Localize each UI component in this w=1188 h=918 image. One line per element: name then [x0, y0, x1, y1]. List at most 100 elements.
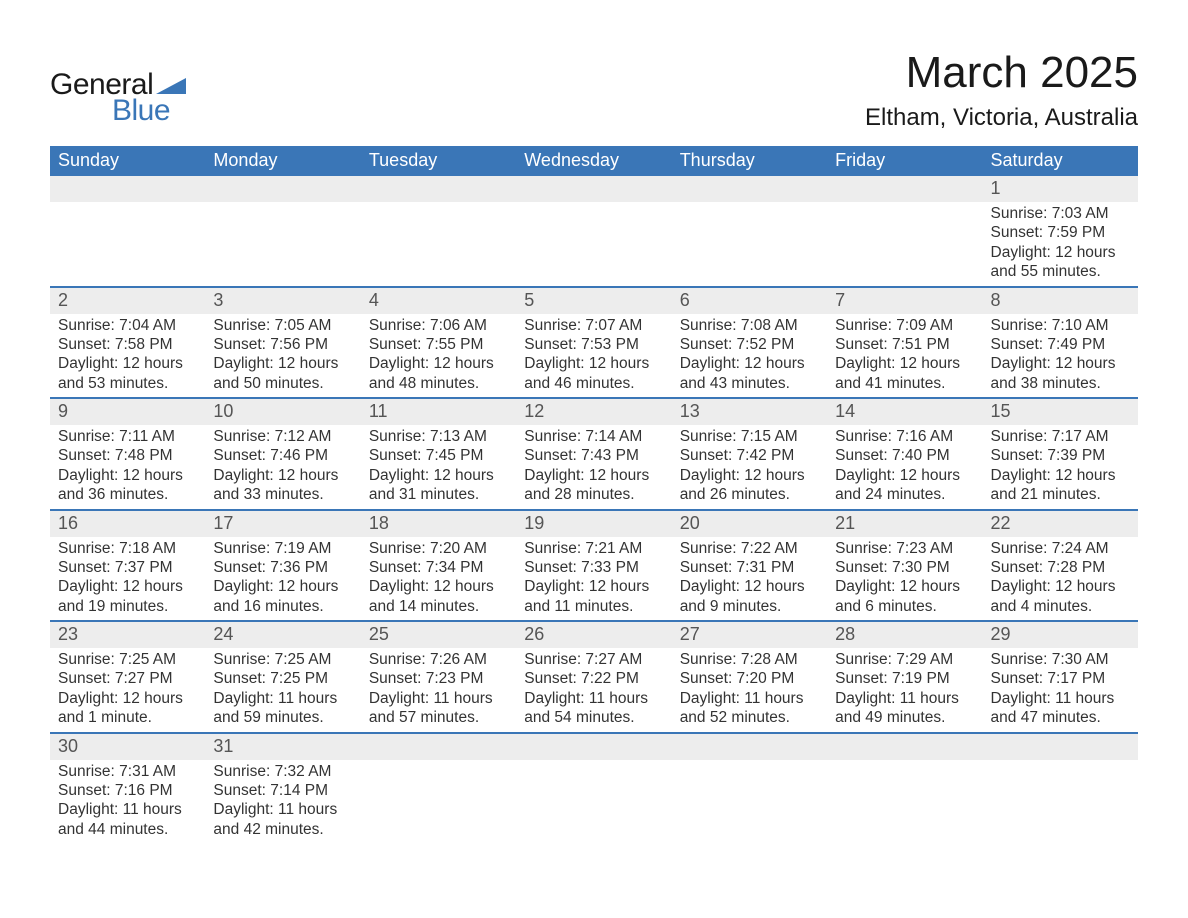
calendar-week-row: 2Sunrise: 7:04 AMSunset: 7:58 PMDaylight… — [50, 287, 1138, 399]
day-number — [516, 176, 671, 202]
calendar-day-cell — [672, 176, 827, 287]
day-number: 8 — [983, 288, 1138, 314]
calendar-day-cell: 4Sunrise: 7:06 AMSunset: 7:55 PMDaylight… — [361, 287, 516, 399]
sunset-text: Sunset: 7:22 PM — [524, 669, 663, 688]
sunset-text: Sunset: 7:25 PM — [213, 669, 352, 688]
day-body: Sunrise: 7:25 AMSunset: 7:27 PMDaylight:… — [50, 648, 205, 732]
day-body: Sunrise: 7:07 AMSunset: 7:53 PMDaylight:… — [516, 314, 671, 398]
day-number: 30 — [50, 734, 205, 760]
calendar-day-cell: 30Sunrise: 7:31 AMSunset: 7:16 PMDayligh… — [50, 733, 205, 844]
sunrise-text: Sunrise: 7:29 AM — [835, 650, 974, 669]
sunrise-text: Sunrise: 7:30 AM — [991, 650, 1130, 669]
day-body: Sunrise: 7:06 AMSunset: 7:55 PMDaylight:… — [361, 314, 516, 398]
day-body: Sunrise: 7:05 AMSunset: 7:56 PMDaylight:… — [205, 314, 360, 398]
day-number: 13 — [672, 399, 827, 425]
daylight-text: Daylight: 12 hours and 28 minutes. — [524, 466, 663, 505]
calendar-day-cell: 3Sunrise: 7:05 AMSunset: 7:56 PMDaylight… — [205, 287, 360, 399]
calendar-day-cell — [516, 733, 671, 844]
daylight-text: Daylight: 12 hours and 21 minutes. — [991, 466, 1130, 505]
sunset-text: Sunset: 7:39 PM — [991, 446, 1130, 465]
day-number: 21 — [827, 511, 982, 537]
day-body — [983, 760, 1138, 766]
page-title: March 2025 — [865, 48, 1138, 98]
sunrise-text: Sunrise: 7:19 AM — [213, 539, 352, 558]
day-body — [361, 760, 516, 766]
daylight-text: Daylight: 11 hours and 44 minutes. — [58, 800, 197, 839]
sunrise-text: Sunrise: 7:16 AM — [835, 427, 974, 446]
sunset-text: Sunset: 7:40 PM — [835, 446, 974, 465]
day-body — [672, 202, 827, 208]
sunrise-text: Sunrise: 7:32 AM — [213, 762, 352, 781]
sunset-text: Sunset: 7:33 PM — [524, 558, 663, 577]
day-body — [827, 202, 982, 208]
sunset-text: Sunset: 7:36 PM — [213, 558, 352, 577]
day-number: 10 — [205, 399, 360, 425]
day-body: Sunrise: 7:03 AMSunset: 7:59 PMDaylight:… — [983, 202, 1138, 286]
day-body: Sunrise: 7:13 AMSunset: 7:45 PMDaylight:… — [361, 425, 516, 509]
logo-triangle-icon — [156, 78, 186, 94]
sunset-text: Sunset: 7:31 PM — [680, 558, 819, 577]
sunrise-text: Sunrise: 7:10 AM — [991, 316, 1130, 335]
calendar-day-cell: 8Sunrise: 7:10 AMSunset: 7:49 PMDaylight… — [983, 287, 1138, 399]
sunrise-text: Sunrise: 7:22 AM — [680, 539, 819, 558]
day-body: Sunrise: 7:04 AMSunset: 7:58 PMDaylight:… — [50, 314, 205, 398]
sunset-text: Sunset: 7:52 PM — [680, 335, 819, 354]
sunrise-text: Sunrise: 7:13 AM — [369, 427, 508, 446]
calendar-day-cell — [827, 733, 982, 844]
calendar-day-cell: 14Sunrise: 7:16 AMSunset: 7:40 PMDayligh… — [827, 398, 982, 510]
daylight-text: Daylight: 11 hours and 49 minutes. — [835, 689, 974, 728]
calendar-week-row: 9Sunrise: 7:11 AMSunset: 7:48 PMDaylight… — [50, 398, 1138, 510]
day-number: 2 — [50, 288, 205, 314]
day-body — [361, 202, 516, 208]
daylight-text: Daylight: 12 hours and 43 minutes. — [680, 354, 819, 393]
calendar-day-cell: 27Sunrise: 7:28 AMSunset: 7:20 PMDayligh… — [672, 621, 827, 733]
sunrise-text: Sunrise: 7:24 AM — [991, 539, 1130, 558]
day-body: Sunrise: 7:25 AMSunset: 7:25 PMDaylight:… — [205, 648, 360, 732]
calendar-day-cell: 16Sunrise: 7:18 AMSunset: 7:37 PMDayligh… — [50, 510, 205, 622]
day-body: Sunrise: 7:16 AMSunset: 7:40 PMDaylight:… — [827, 425, 982, 509]
calendar-day-cell: 20Sunrise: 7:22 AMSunset: 7:31 PMDayligh… — [672, 510, 827, 622]
sunrise-text: Sunrise: 7:31 AM — [58, 762, 197, 781]
weekday-header-row: Sunday Monday Tuesday Wednesday Thursday… — [50, 146, 1138, 176]
day-number: 23 — [50, 622, 205, 648]
sunrise-text: Sunrise: 7:11 AM — [58, 427, 197, 446]
daylight-text: Daylight: 11 hours and 47 minutes. — [991, 689, 1130, 728]
day-number: 24 — [205, 622, 360, 648]
daylight-text: Daylight: 12 hours and 50 minutes. — [213, 354, 352, 393]
day-body — [516, 760, 671, 766]
calendar-day-cell — [50, 176, 205, 287]
calendar-day-cell: 10Sunrise: 7:12 AMSunset: 7:46 PMDayligh… — [205, 398, 360, 510]
calendar-day-cell: 24Sunrise: 7:25 AMSunset: 7:25 PMDayligh… — [205, 621, 360, 733]
day-number — [827, 734, 982, 760]
day-number — [672, 176, 827, 202]
day-body: Sunrise: 7:21 AMSunset: 7:33 PMDaylight:… — [516, 537, 671, 621]
weekday-header: Thursday — [672, 146, 827, 176]
daylight-text: Daylight: 12 hours and 33 minutes. — [213, 466, 352, 505]
sunrise-text: Sunrise: 7:21 AM — [524, 539, 663, 558]
day-body: Sunrise: 7:17 AMSunset: 7:39 PMDaylight:… — [983, 425, 1138, 509]
day-body: Sunrise: 7:20 AMSunset: 7:34 PMDaylight:… — [361, 537, 516, 621]
day-body: Sunrise: 7:18 AMSunset: 7:37 PMDaylight:… — [50, 537, 205, 621]
calendar-day-cell: 9Sunrise: 7:11 AMSunset: 7:48 PMDaylight… — [50, 398, 205, 510]
day-body: Sunrise: 7:15 AMSunset: 7:42 PMDaylight:… — [672, 425, 827, 509]
daylight-text: Daylight: 11 hours and 42 minutes. — [213, 800, 352, 839]
day-body: Sunrise: 7:26 AMSunset: 7:23 PMDaylight:… — [361, 648, 516, 732]
calendar-week-row: 16Sunrise: 7:18 AMSunset: 7:37 PMDayligh… — [50, 510, 1138, 622]
day-number: 14 — [827, 399, 982, 425]
daylight-text: Daylight: 12 hours and 41 minutes. — [835, 354, 974, 393]
day-body: Sunrise: 7:27 AMSunset: 7:22 PMDaylight:… — [516, 648, 671, 732]
calendar-day-cell: 13Sunrise: 7:15 AMSunset: 7:42 PMDayligh… — [672, 398, 827, 510]
day-body: Sunrise: 7:31 AMSunset: 7:16 PMDaylight:… — [50, 760, 205, 844]
calendar-table: Sunday Monday Tuesday Wednesday Thursday… — [50, 146, 1138, 843]
calendar-day-cell: 5Sunrise: 7:07 AMSunset: 7:53 PMDaylight… — [516, 287, 671, 399]
day-body: Sunrise: 7:14 AMSunset: 7:43 PMDaylight:… — [516, 425, 671, 509]
calendar-day-cell: 17Sunrise: 7:19 AMSunset: 7:36 PMDayligh… — [205, 510, 360, 622]
calendar-day-cell — [361, 733, 516, 844]
sunrise-text: Sunrise: 7:14 AM — [524, 427, 663, 446]
weekday-header: Wednesday — [516, 146, 671, 176]
day-number — [361, 734, 516, 760]
calendar-day-cell: 28Sunrise: 7:29 AMSunset: 7:19 PMDayligh… — [827, 621, 982, 733]
day-number — [205, 176, 360, 202]
day-number: 29 — [983, 622, 1138, 648]
day-body: Sunrise: 7:19 AMSunset: 7:36 PMDaylight:… — [205, 537, 360, 621]
